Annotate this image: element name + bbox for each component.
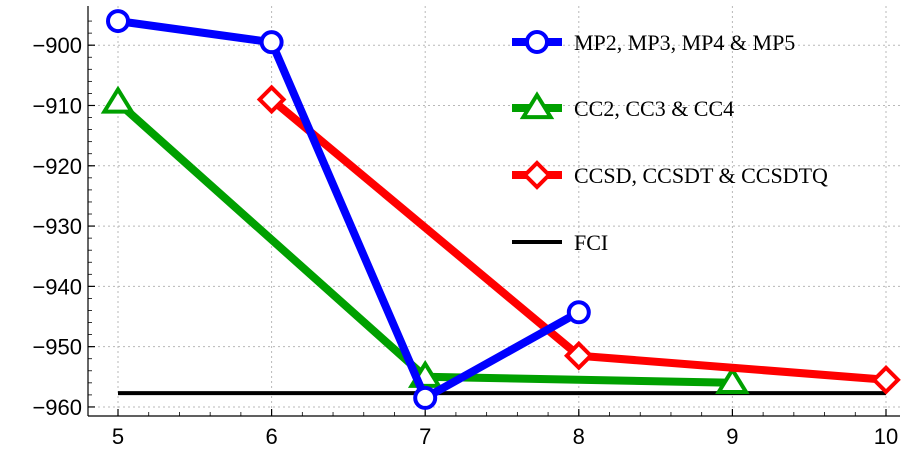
series-layer <box>100 9 901 410</box>
legend-label-0: MP2, MP3, MP4 & MP5 <box>574 30 795 55</box>
legend-entry-3: FCI <box>512 230 608 255</box>
y-tick-label-5: −950 <box>32 335 82 360</box>
series-1 <box>100 85 750 394</box>
x-tick-label-4: 9 <box>726 424 738 449</box>
legend-label-2: CCSD, CCSDT & CCSDTQ <box>574 163 828 188</box>
legend-entry-0: MP2, MP3, MP4 & MP5 <box>512 30 795 55</box>
point-2-2 <box>871 364 901 395</box>
x-tick-label-0: 5 <box>112 424 124 449</box>
y-tick-label-1: −910 <box>32 93 82 118</box>
series-2 <box>256 84 901 395</box>
tick-labels: 5 6 7 8 9 10 −900 −910 −920 −930 −940 −950 −960 <box>32 33 898 449</box>
x-tick-label-5: 10 <box>874 424 898 449</box>
point-0-0 <box>106 9 130 34</box>
x-tick-label-1: 6 <box>265 424 277 449</box>
point-0-1 <box>259 30 284 55</box>
legend-entry-2: CCSD, CCSDT & CCSDTQ <box>512 160 828 190</box>
point-2-1 <box>563 340 594 371</box>
point-0-3 <box>566 300 591 325</box>
y-tick-label-0: −900 <box>32 33 82 58</box>
series-0 <box>106 9 591 410</box>
x-tick-label-2: 7 <box>419 424 431 449</box>
grid <box>88 6 900 416</box>
legend: MP2, MP3, MP4 & MP5 CC2, CC3 & CC4 CCSD, C… <box>512 30 828 255</box>
legend-entry-1: CC2, CC3 & CC4 <box>512 91 734 121</box>
legend-marker-2 <box>522 160 552 190</box>
point-1-2 <box>715 366 750 394</box>
legend-label-3: FCI <box>574 230 608 255</box>
axes <box>87 6 900 417</box>
legend-marker-0 <box>525 30 549 54</box>
point-1-0 <box>100 85 136 114</box>
legend-label-1: CC2, CC3 & CC4 <box>574 96 734 121</box>
x-tick-label-3: 8 <box>573 424 585 449</box>
y-tick-label-3: −930 <box>32 214 82 239</box>
point-0-2 <box>413 385 438 410</box>
point-2-0 <box>256 84 287 115</box>
legend-marker-1 <box>519 91 555 120</box>
y-tick-label-2: −920 <box>32 154 82 179</box>
y-tick-label-6: −960 <box>32 395 82 420</box>
series-line-0 <box>117 17 581 402</box>
y-tick-label-4: −940 <box>32 274 82 299</box>
